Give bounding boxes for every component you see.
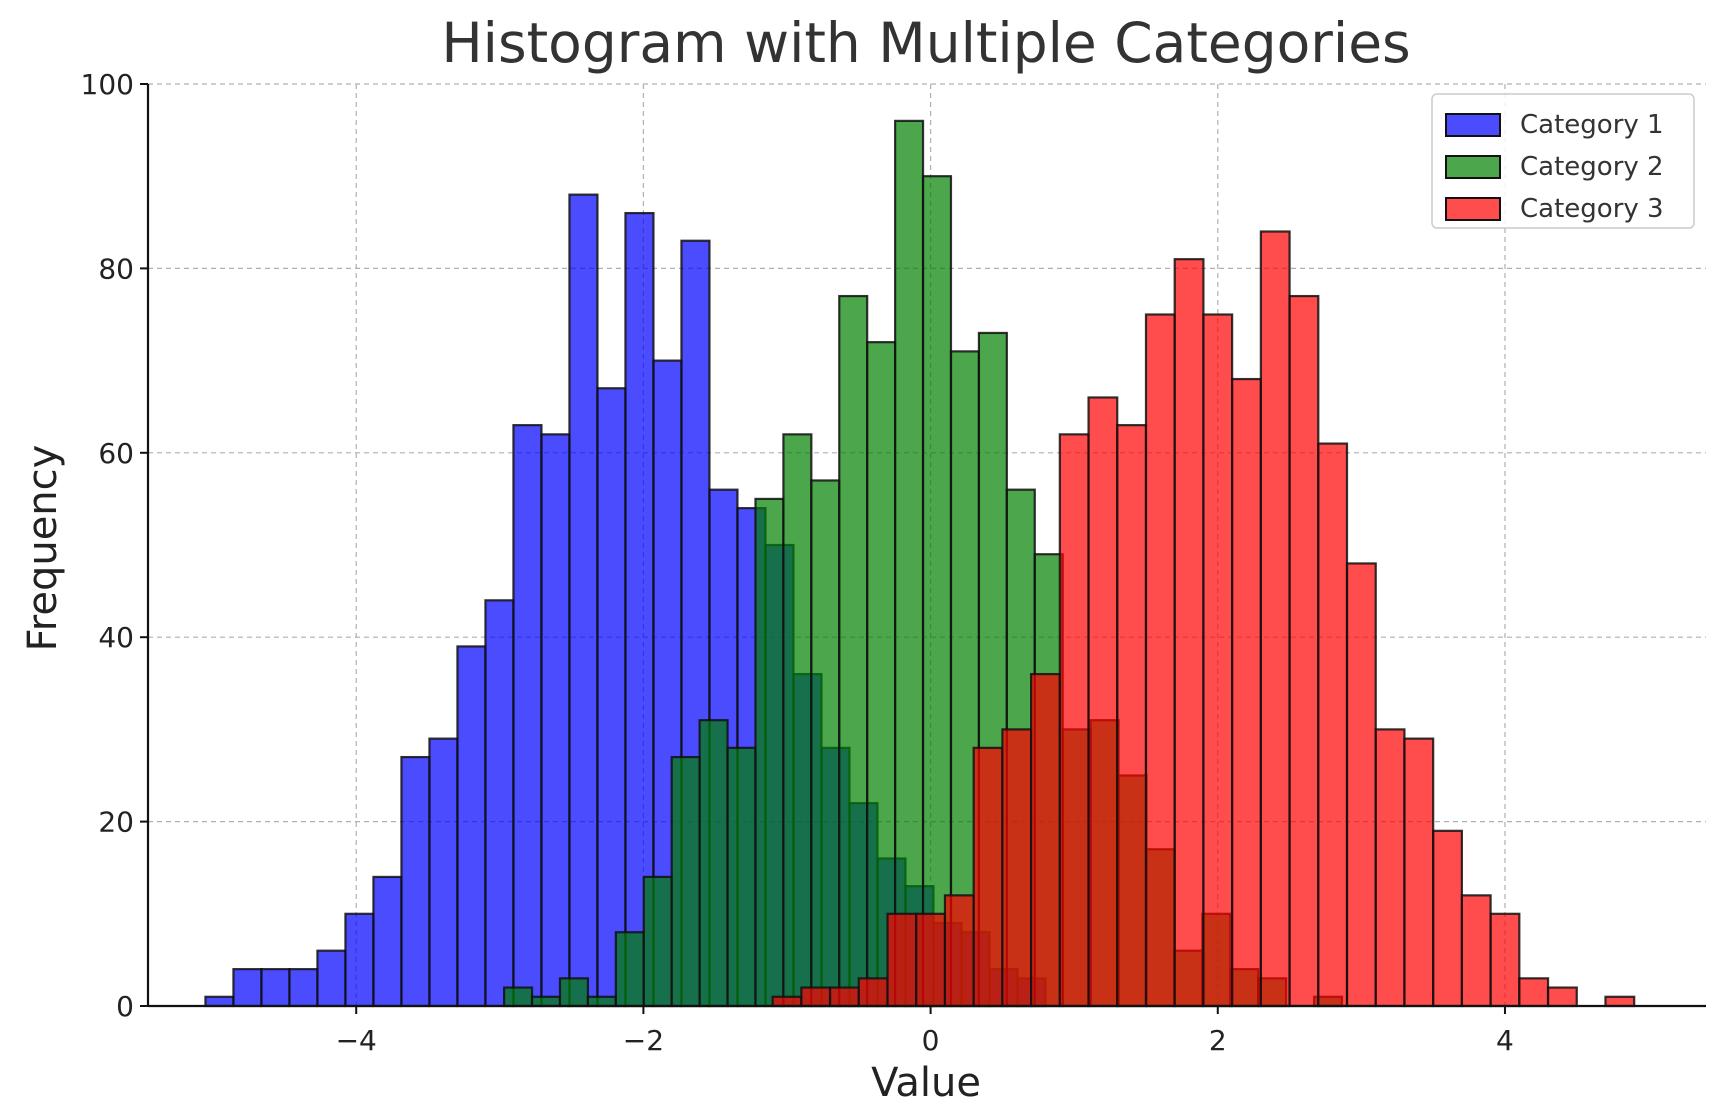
histogram-bar xyxy=(400,755,431,1008)
legend-swatch xyxy=(1445,113,1501,137)
histogram-bar xyxy=(1345,562,1377,1008)
histogram-bar xyxy=(624,211,655,1008)
x-tick-label: 0 xyxy=(922,1024,940,1057)
y-tick-label: 80 xyxy=(98,252,134,285)
histogram-bar xyxy=(614,931,645,1008)
bars-layer xyxy=(204,119,1636,1008)
histogram-bar xyxy=(1604,995,1636,1008)
histogram-bar xyxy=(1403,737,1435,1008)
histogram-bar xyxy=(456,645,487,1008)
histogram-bar xyxy=(810,479,841,1008)
histogram-bar xyxy=(512,424,543,1008)
histogram-bar xyxy=(1288,294,1320,1008)
histogram-bar xyxy=(1317,442,1349,1008)
histogram-bar xyxy=(1001,728,1033,1008)
histogram-bar xyxy=(921,175,953,1008)
histogram-bar xyxy=(1259,230,1291,1008)
histogram-bar xyxy=(972,746,1004,1008)
histogram-bar xyxy=(1173,258,1205,1008)
histogram-bar xyxy=(1144,313,1176,1008)
histogram-bar xyxy=(866,341,897,1008)
histogram-bar xyxy=(943,894,975,1008)
y-tick-label: 100 xyxy=(81,68,134,101)
histogram-bar xyxy=(558,977,590,1008)
histogram-bar xyxy=(894,119,925,1008)
histogram-bar xyxy=(1030,672,1061,1008)
x-tick-label: −2 xyxy=(623,1024,664,1057)
histogram-bar xyxy=(344,912,375,1008)
histogram-bar xyxy=(1546,986,1578,1008)
histogram-bar xyxy=(642,875,673,1008)
histogram-bar xyxy=(726,746,757,1008)
histogram-bar xyxy=(372,875,403,1008)
histogram-bar xyxy=(1460,894,1492,1008)
histogram-bar xyxy=(915,912,947,1008)
legend-swatch xyxy=(1445,155,1501,179)
chart-title: Histogram with Multiple Categories xyxy=(441,11,1410,75)
histogram-bar xyxy=(288,968,319,1008)
histogram-bar xyxy=(698,719,729,1008)
histogram-bar xyxy=(838,294,869,1008)
x-axis-label: Value xyxy=(871,1060,981,1106)
histogram-bar xyxy=(232,968,263,1008)
histogram-bar xyxy=(260,968,291,1008)
histogram-bar xyxy=(503,986,534,1008)
histogram-bar xyxy=(1518,977,1550,1008)
histogram-bar xyxy=(1432,829,1463,1008)
histogram-bar xyxy=(782,433,813,1008)
histogram-bar xyxy=(771,995,803,1008)
x-tick-label: 4 xyxy=(1496,1024,1514,1057)
histogram-bar xyxy=(1231,377,1262,1008)
x-tick-label: −4 xyxy=(336,1024,377,1057)
histogram-bar xyxy=(1489,912,1521,1008)
histogram-bar xyxy=(530,995,562,1008)
y-tick-label: 0 xyxy=(116,990,134,1023)
y-tick-label: 40 xyxy=(98,621,134,654)
histogram-bar xyxy=(1087,396,1119,1008)
histogram-bar xyxy=(800,986,832,1008)
legend-label: Category 1 xyxy=(1520,110,1664,140)
y-tick-label: 60 xyxy=(98,437,134,470)
legend-label: Category 2 xyxy=(1520,152,1664,182)
histogram-bar xyxy=(596,387,627,1008)
histogram-bar xyxy=(828,986,860,1008)
y-tick-label: 20 xyxy=(98,806,134,839)
x-tick-label: 2 xyxy=(1209,1024,1227,1057)
histogram-bar xyxy=(316,949,347,1008)
legend: Category 1 Category 2 Category 3 xyxy=(1431,93,1695,229)
histogram-bar xyxy=(428,737,459,1008)
legend-label: Category 3 xyxy=(1520,194,1664,224)
histogram-bar xyxy=(1374,728,1406,1008)
histogram-bar xyxy=(1202,313,1234,1008)
histogram-bar xyxy=(204,995,235,1008)
histogram-bar xyxy=(1116,424,1148,1008)
histogram-bar xyxy=(754,497,785,1008)
histogram-bar xyxy=(857,977,889,1008)
histogram-bar xyxy=(670,755,701,1008)
histogram-bar xyxy=(886,912,918,1008)
histogram-bar xyxy=(540,433,571,1008)
y-axis-label: Frequency xyxy=(20,445,66,652)
series-3 xyxy=(771,230,1636,1008)
legend-swatch xyxy=(1445,197,1501,221)
histogram-bar xyxy=(484,599,515,1008)
histogram-bar xyxy=(1058,433,1090,1008)
histogram-bar xyxy=(568,193,599,1008)
histogram-bar xyxy=(586,995,617,1008)
